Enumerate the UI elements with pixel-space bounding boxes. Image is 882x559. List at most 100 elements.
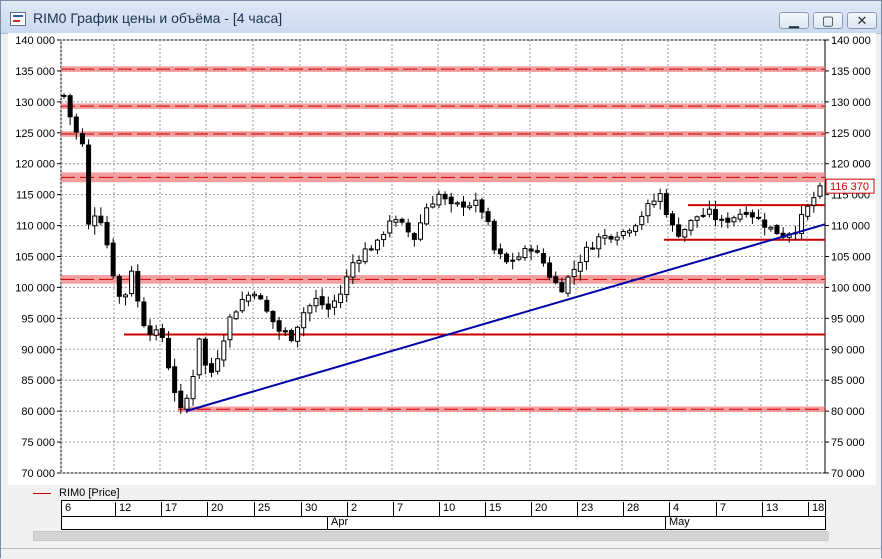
candle-body: [350, 262, 356, 278]
x-tick-label: 12: [115, 502, 131, 516]
candle-body: [202, 338, 208, 366]
candle-body: [805, 205, 811, 217]
candle-body: [614, 236, 620, 241]
horizontal-scrollbar[interactable]: [33, 531, 829, 541]
close-button[interactable]: ✕: [847, 12, 877, 29]
y-tick-label-left: 75 000: [21, 437, 55, 449]
candle-body: [454, 202, 460, 205]
y-tick-label-left: 110 000: [16, 221, 55, 233]
y-tick-label-left: 85 000: [21, 375, 55, 387]
candle-body: [319, 296, 325, 306]
x-tick-label: 7: [393, 502, 403, 516]
candle-body: [633, 225, 639, 232]
x-tick-label: 17: [161, 502, 177, 516]
candle-body: [590, 247, 596, 250]
candle-body: [583, 246, 589, 263]
y-tick-label-right: 125 000: [831, 128, 871, 140]
candle-body: [577, 261, 583, 272]
x-axis: 6 12 17 20 25 30 2 7 10 15 20 23 28 4 7 13 18 Apr May: [61, 500, 826, 530]
y-tick-label-right: 105 000: [831, 252, 871, 264]
minimize-icon: ▁: [789, 13, 799, 28]
candle-body: [571, 268, 577, 277]
candle-body: [411, 233, 417, 240]
candle-body: [307, 305, 313, 314]
x-tick-label: 28: [623, 502, 639, 516]
candle-body: [528, 248, 534, 252]
candle-body: [713, 209, 719, 221]
y-tick-label-left: 90 000: [21, 344, 55, 356]
candle-body: [651, 200, 657, 206]
x-tick-label: 15: [485, 502, 501, 516]
candle-body: [282, 330, 288, 333]
x-tick-label: 23: [577, 502, 593, 516]
y-tick-label-right: 130 000: [831, 97, 871, 109]
candle-body: [67, 95, 73, 118]
candle-body: [473, 199, 479, 206]
candle-body: [669, 213, 675, 226]
candle-body: [534, 250, 540, 253]
scroll-thumb[interactable]: [34, 532, 829, 540]
candle-body: [626, 230, 632, 234]
chart-area[interactable]: 70 000 70 000 75 000 75 000 80 000 80 000 85 0…: [8, 33, 876, 485]
y-tick-label-left: 80 000: [21, 406, 55, 418]
candle-body: [725, 217, 731, 223]
x-month-label: Apr: [327, 516, 348, 530]
title-bar[interactable]: RIM0 График цены и объёма - [4 часа] ▁ ▢…: [1, 1, 881, 34]
y-tick-label-right: 135 000: [831, 66, 871, 78]
price-chart[interactable]: 70 000 70 000 75 000 75 000 80 000 80 000 85 0…: [8, 33, 876, 485]
candle-body: [165, 337, 171, 369]
legend: RIM0 [Price]: [33, 486, 120, 500]
maximize-icon: ▢: [821, 13, 835, 28]
y-tick-label-right: 70 000: [831, 468, 865, 480]
candle-body: [79, 133, 85, 145]
candle-body: [178, 390, 184, 408]
x-tick-label: 20: [531, 502, 547, 516]
x-tick-label: 25: [254, 502, 270, 516]
candle-body: [86, 144, 92, 225]
candle-body: [344, 276, 350, 296]
candle-body: [215, 358, 221, 372]
y-tick-label-left: 125 000: [15, 128, 55, 140]
status-strip: [1, 548, 881, 559]
candle-body: [448, 196, 454, 205]
candle-body: [430, 203, 436, 208]
candle-body: [239, 298, 245, 312]
candle-body: [657, 193, 663, 202]
candle-body: [485, 211, 491, 223]
candle-body: [424, 207, 430, 225]
x-tick-label: 2: [347, 502, 357, 516]
minimize-button[interactable]: ▁: [779, 12, 809, 29]
candle-body: [233, 311, 239, 320]
y-tick-label-right: 80 000: [831, 406, 865, 418]
y-tick-label-left: 135 000: [15, 66, 55, 78]
candle-body: [719, 218, 725, 221]
y-tick-label-left: 120 000: [15, 159, 55, 171]
maximize-button[interactable]: ▢: [813, 12, 843, 29]
candle-body: [467, 205, 473, 209]
legend-swatch: [33, 492, 51, 494]
x-tick-label: 4: [669, 502, 679, 516]
candle-body: [774, 224, 780, 235]
candle-body: [491, 220, 497, 251]
x-axis-day-row: 6 12 17 20 25 30 2 7 10 15 20 23 28 4 7 13 18: [62, 501, 825, 517]
candle-body: [116, 275, 122, 297]
x-tick-label: 20: [207, 502, 223, 516]
candle-body: [608, 236, 614, 240]
candle-body: [442, 193, 448, 200]
y-tick-label-left: 130 000: [15, 97, 55, 109]
candle-body: [694, 216, 700, 221]
candle-body: [620, 231, 626, 236]
candle-body: [227, 316, 233, 341]
candle-body: [276, 320, 282, 332]
candle-body: [510, 259, 516, 262]
candle-body: [540, 253, 546, 264]
candle-body: [190, 375, 196, 400]
candle-body: [596, 236, 602, 250]
candle-body: [565, 276, 571, 294]
candle-body: [479, 199, 485, 213]
candle-body: [811, 197, 817, 206]
candle-body: [749, 212, 755, 218]
candle-body: [221, 340, 227, 361]
candle-body: [245, 294, 251, 302]
